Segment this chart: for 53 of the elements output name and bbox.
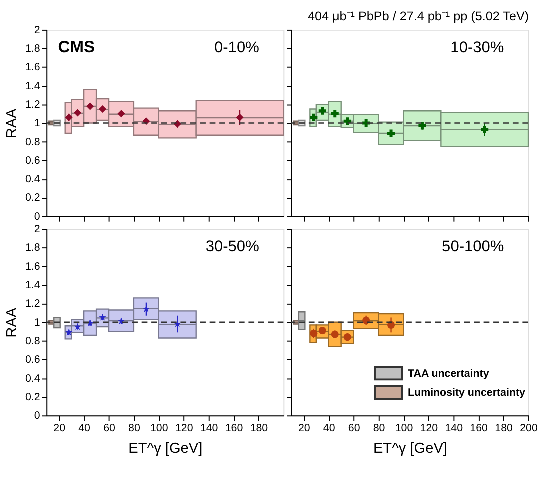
y-axis-title: RAA <box>4 308 21 338</box>
x-tick-label: 80 <box>373 422 386 435</box>
x-tick-label: 20 <box>54 422 66 435</box>
y-tick-label: 1.4 <box>25 279 40 292</box>
y-tick-label: 0 <box>34 410 40 422</box>
y-tick-label: 0.4 <box>25 174 40 186</box>
annotation: CMS <box>58 38 95 56</box>
x-tick-label: 20 <box>298 422 310 435</box>
x-tick-label: 100 <box>150 422 168 435</box>
y-tick-label: 0 <box>34 210 40 223</box>
x-tick-label: 80 <box>128 422 140 435</box>
y-tick-label: 0.8 <box>25 335 40 348</box>
x-tick-label: 120 <box>175 422 194 435</box>
y-tick-label: 2 <box>34 24 40 36</box>
y-tick-label: 1 <box>34 118 40 130</box>
y-tick-label: 1 <box>34 316 40 329</box>
y-tick-label: 0.8 <box>25 136 40 148</box>
legend-label: TAA uncertainty <box>408 368 490 380</box>
legend-label: Luminosity uncertainty <box>408 387 526 400</box>
x-tick-label: 60 <box>348 422 360 435</box>
x-tick-label: 120 <box>420 422 438 435</box>
x-tick-label: 160 <box>225 422 244 435</box>
annotation: 50-100% <box>442 238 504 256</box>
x-tick-label: 180 <box>250 422 268 435</box>
x-tick-label: 40 <box>78 422 91 435</box>
y-tick-label: 1.2 <box>25 98 40 111</box>
x-tick-label: 140 <box>200 422 218 435</box>
y-tick-label: 0.2 <box>25 391 40 404</box>
annotation: 10-30% <box>450 39 504 56</box>
x-tick-label: 200 <box>520 422 538 435</box>
y-tick-label: 1.8 <box>25 43 40 56</box>
y-axis-title: RAA <box>4 108 21 139</box>
y-tick-label: 1.8 <box>25 242 40 254</box>
y-tick-label: 1.6 <box>25 260 40 273</box>
y-tick-label: 2 <box>34 224 40 236</box>
chart-title: 404 μb⁻¹ PbPb / 27.4 pb⁻¹ pp (5.02 TeV) <box>308 10 530 24</box>
x-tick-label: 100 <box>395 422 414 435</box>
annotation: 30-50% <box>206 238 260 256</box>
y-tick-label: 0.6 <box>25 354 40 366</box>
x-tick-label: 180 <box>495 422 514 435</box>
y-tick-label: 1.6 <box>25 62 40 74</box>
x-axis-title: ET^γ [GeV] <box>373 441 448 458</box>
x-tick-label: 140 <box>445 422 464 435</box>
x-axis-title: ET^γ [GeV] <box>128 441 203 458</box>
y-tick-label: 0.6 <box>25 154 40 167</box>
y-tick-label: 0.4 <box>25 372 40 385</box>
x-tick-label: 40 <box>323 422 336 435</box>
y-tick-label: 0.2 <box>25 192 40 204</box>
y-tick-label: 1.2 <box>25 298 40 310</box>
x-tick-label: 160 <box>470 422 488 435</box>
annotation: 0-10% <box>214 39 260 56</box>
x-tick-label: 60 <box>104 422 116 435</box>
y-tick-label: 1.4 <box>25 80 40 92</box>
